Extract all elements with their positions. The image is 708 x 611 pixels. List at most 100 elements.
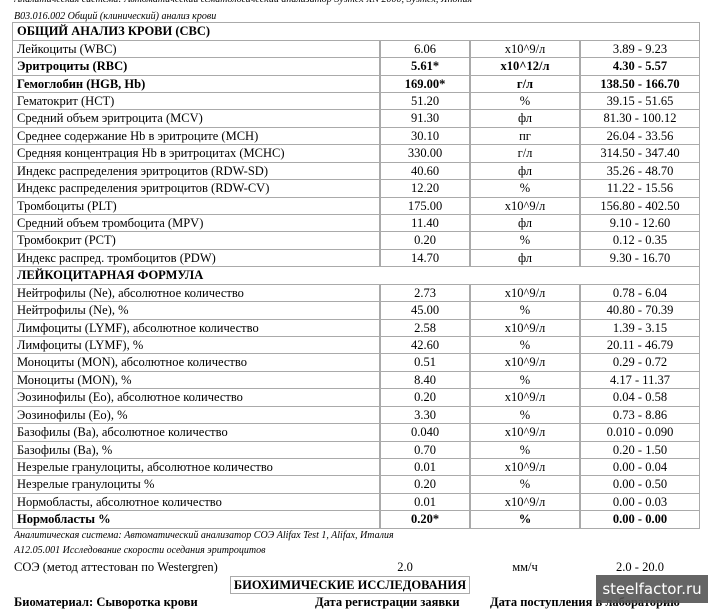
- cell-ref: 0.29 - 0.72: [580, 353, 700, 372]
- cell-value: 42.60: [380, 336, 470, 355]
- cell-value: 91.30: [380, 109, 470, 128]
- cell-unit: %: [470, 231, 580, 250]
- cell-ref: 26.04 - 33.56: [580, 126, 700, 146]
- cell-ref: 0.010 - 0.090: [580, 423, 700, 442]
- cell-ref: 0.04 - 0.58: [580, 388, 700, 407]
- cell-ref: 0.20 - 1.50: [580, 440, 700, 460]
- cell-name: Индекс распред. тромбоцитов (PDW): [12, 248, 380, 268]
- cell-name: Эритроциты (RBC): [12, 57, 380, 76]
- cell-value: 51.20: [380, 92, 470, 111]
- cell-name: Тромбоциты (PLT): [12, 196, 380, 216]
- cell-unit: x10^9/л: [470, 283, 580, 303]
- cell-unit: %: [470, 405, 580, 425]
- cell-name: Индекс распределения эритроцитов (RDW-SD…: [12, 161, 380, 181]
- cell-unit: %: [470, 510, 580, 529]
- test-code: B03.016.002 Общий (клинический) анализ к…: [14, 11, 217, 22]
- cell-value: 5.61*: [380, 57, 470, 76]
- cell-unit: x10^9/л: [470, 458, 580, 477]
- cell-name: Лимфоциты (LYMF), абсолютное количество: [12, 318, 380, 338]
- cell-value: 0.20: [380, 231, 470, 250]
- cell-ref: 11.22 - 15.56: [580, 179, 700, 198]
- cell-name: Нейтрофилы (Ne), абсолютное количество: [12, 283, 380, 303]
- cell-ref: 0.78 - 6.04: [580, 283, 700, 303]
- cell-value: 0.20: [380, 475, 470, 494]
- cell-value: 11.40: [380, 214, 470, 233]
- cell-unit: %: [470, 370, 580, 390]
- section-title: ЛЕЙКОЦИТАРНАЯ ФОРМУЛА: [12, 266, 700, 285]
- cell-unit: x10^9/л: [470, 492, 580, 512]
- cell-unit: %: [470, 301, 580, 320]
- footer-field: Дата регистрации заявки: [315, 594, 460, 609]
- cell-value: 175.00: [380, 196, 470, 216]
- cell-ref: 39.15 - 51.65: [580, 92, 700, 111]
- cell-name: Нормобласты, абсолютное количество: [12, 492, 380, 512]
- watermark: steelfactor.ru: [596, 575, 708, 603]
- analyzer-line: Аналитическая система: Автоматический ан…: [14, 529, 394, 541]
- cell-ref: 0.12 - 0.35: [580, 231, 700, 250]
- cell-ref: 81.30 - 100.12: [580, 109, 700, 128]
- cell-unit: %: [470, 336, 580, 355]
- cell-name: Моноциты (MON), %: [12, 370, 380, 390]
- cell-value: 8.40: [380, 370, 470, 390]
- cell-unit: фл: [470, 161, 580, 181]
- cell-name: Базофилы (Ba), абсолютное количество: [12, 423, 380, 442]
- cell-value: 169.00*: [380, 74, 470, 93]
- section-title: ОБЩИЙ АНАЛИЗ КРОВИ (CBC): [12, 22, 700, 41]
- cell-ref: 20.11 - 46.79: [580, 336, 700, 355]
- cell-name: Эозинофилы (Eo), абсолютное количество: [12, 388, 380, 407]
- cell-unit: x10^9/л: [470, 196, 580, 216]
- cell-ref: 0.00 - 0.50: [580, 475, 700, 494]
- analyzer-line: Аналитическая система: Автоматический ге…: [14, 0, 472, 8]
- cell-name: Лейкоциты (WBC): [12, 39, 380, 59]
- cell-unit: фл: [470, 248, 580, 268]
- cell-ref: 314.50 - 347.40: [580, 144, 700, 163]
- cell-name: Моноциты (MON), абсолютное количество: [12, 353, 380, 372]
- cell-name: СОЭ (метод аттестован по Westergren): [14, 559, 218, 574]
- cell-unit: %: [470, 440, 580, 460]
- cell-value: 3.30: [380, 405, 470, 425]
- cell-value: 2.58: [380, 318, 470, 338]
- cell-unit: x10^9/л: [470, 318, 580, 338]
- cell-name: Гематокрит (HCT): [12, 92, 380, 111]
- cell-value: 14.70: [380, 248, 470, 268]
- cell-value: 0.51: [380, 353, 470, 372]
- cell-unit: мм/ч: [512, 559, 538, 574]
- cell-unit: фл: [470, 109, 580, 128]
- cell-ref: 3.89 - 9.23: [580, 39, 700, 59]
- cell-name: Незрелые гранулоциты %: [12, 475, 380, 494]
- cell-unit: x10^9/л: [470, 353, 580, 372]
- cell-unit: пг: [470, 126, 580, 146]
- cell-ref: 9.30 - 16.70: [580, 248, 700, 268]
- cell-name: Нейтрофилы (Ne), %: [12, 301, 380, 320]
- cell-value: 0.01: [380, 492, 470, 512]
- cell-name: Базофилы (Ba), %: [12, 440, 380, 460]
- cell-ref: 138.50 - 166.70: [580, 74, 700, 93]
- cell-value: 6.06: [380, 39, 470, 59]
- cell-value: 2.73: [380, 283, 470, 303]
- cell-value: 330.00: [380, 144, 470, 163]
- cell-name: Нормобласты %: [12, 510, 380, 529]
- cell-unit: x10^9/л: [470, 388, 580, 407]
- cell-unit: г/л: [470, 144, 580, 163]
- cell-unit: %: [470, 179, 580, 198]
- cell-unit: %: [470, 475, 580, 494]
- cell-value: 0.20: [380, 388, 470, 407]
- cell-ref: 4.30 - 5.57: [580, 57, 700, 76]
- cell-name: Средний объем тромбоцита (MPV): [12, 214, 380, 233]
- cell-value: 30.10: [380, 126, 470, 146]
- cell-name: Эозинофилы (Eo), %: [12, 405, 380, 425]
- cell-ref: 4.17 - 11.37: [580, 370, 700, 390]
- cell-unit: x10^9/л: [470, 423, 580, 442]
- cell-name: Средняя концентрация Hb в эритроцитах (M…: [12, 144, 380, 163]
- test-code: A12.05.001 Исследование скорости оседани…: [14, 544, 266, 556]
- cell-value: 12.20: [380, 179, 470, 198]
- cell-name: Лимфоциты (LYMF), %: [12, 336, 380, 355]
- cell-value: 0.20*: [380, 510, 470, 529]
- section-title: БИОХИМИЧЕСКИЕ ИССЛЕДОВАНИЯ: [230, 575, 470, 594]
- cell-unit: фл: [470, 214, 580, 233]
- footer-field: Биоматериал: Сыворотка крови: [14, 594, 198, 609]
- cell-unit: %: [470, 92, 580, 111]
- cell-unit: x10^12/л: [470, 57, 580, 76]
- cell-ref: 40.80 - 70.39: [580, 301, 700, 320]
- cell-ref: 9.10 - 12.60: [580, 214, 700, 233]
